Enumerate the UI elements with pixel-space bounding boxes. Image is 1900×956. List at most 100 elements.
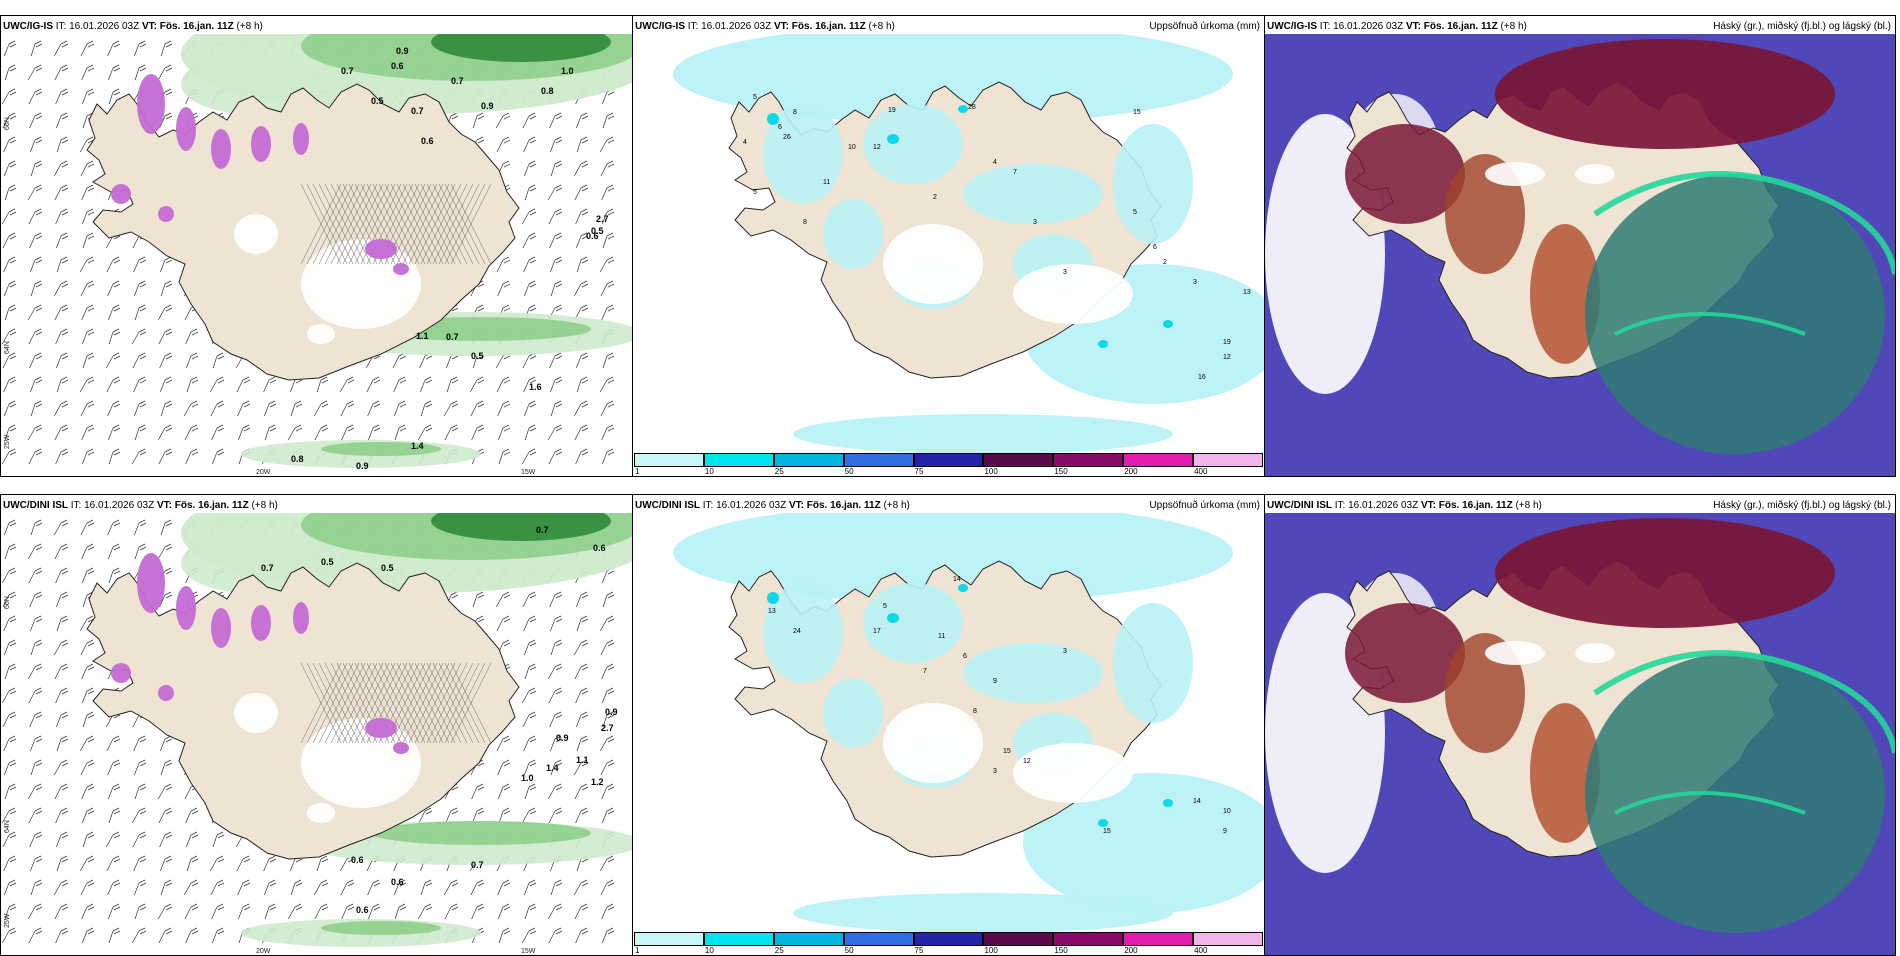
wind-barb <box>576 136 589 153</box>
wind-barb <box>56 136 69 153</box>
wind-barb <box>29 112 43 129</box>
precip-value-label: 12 <box>1223 354 1231 361</box>
wind-barb <box>523 735 537 752</box>
wind-barb <box>134 879 147 896</box>
precip-value-label: 15 <box>1103 828 1111 835</box>
wind-barb <box>574 663 589 680</box>
snow-value-label: 0.7 <box>446 332 459 342</box>
heavy-precip-area <box>1098 819 1108 827</box>
heavy-precip-area <box>767 592 779 604</box>
wind-barb <box>237 400 251 417</box>
wind-barb <box>55 807 69 824</box>
wind-barb <box>56 376 69 393</box>
precip-value-label: 8 <box>973 708 977 715</box>
colorbar-swatch <box>703 453 774 467</box>
wind-barb <box>238 903 251 920</box>
wind-barb <box>495 112 511 129</box>
wind-barb <box>549 232 563 249</box>
wind-barb <box>160 759 173 776</box>
precip-value-label: 15 <box>1003 748 1011 755</box>
wind-barb <box>81 184 95 201</box>
heavy-snow-area <box>293 123 309 155</box>
wind-barb <box>339 376 355 393</box>
wind-barb <box>54 903 69 920</box>
colorbar-swatch <box>634 932 704 946</box>
wind-barb <box>445 807 459 824</box>
hatch-line <box>348 183 390 265</box>
colorbar-tick-label: 400 <box>1194 467 1208 476</box>
wind-barb <box>600 280 615 297</box>
wind-barb <box>498 783 511 800</box>
wind-barb <box>108 567 121 584</box>
wind-barb <box>30 160 43 177</box>
wind-barb <box>160 400 173 417</box>
wind-barb <box>53 519 69 536</box>
wind-barb <box>523 256 537 273</box>
wind-barb <box>314 903 329 920</box>
hatch-line <box>426 183 468 265</box>
panel-ig-precip: UWC/IG-IS IT: 16.01.2026 03Z VT: Fös. 16… <box>632 15 1265 477</box>
wind-barb <box>4 663 17 680</box>
wind-barb <box>185 927 199 944</box>
high-cloud-area <box>1530 703 1600 843</box>
mid-cloud-area <box>1585 174 1885 454</box>
wind-barb <box>524 783 537 800</box>
colorbar-tick-label: 200 <box>1124 467 1138 476</box>
wind-barb <box>54 543 69 560</box>
wind-barb <box>53 280 69 297</box>
wind-barb <box>602 807 615 824</box>
precip-area <box>763 583 843 683</box>
wind-barb <box>340 400 355 417</box>
wind-barb <box>106 256 121 273</box>
hatch-line <box>312 183 354 265</box>
wind-barb <box>599 735 615 752</box>
panel-header: UWC/IG-IS IT: 16.01.2026 03Z VT: Fös. 16… <box>3 21 263 32</box>
precip-value-label: 9 <box>1223 828 1227 835</box>
heavy-snow-area <box>365 239 397 259</box>
wind-barb <box>160 519 173 536</box>
snow-free-area <box>234 214 278 254</box>
wind-barb <box>602 927 615 944</box>
wind-barb <box>524 400 537 417</box>
hatch-line <box>396 183 438 265</box>
wind-barb <box>524 759 537 776</box>
wind-barb <box>574 184 589 201</box>
wind-barb <box>472 112 485 129</box>
snow-value-label: 0.8 <box>541 86 554 96</box>
wind-barb <box>367 400 381 417</box>
wind-barb <box>550 136 563 153</box>
wind-barb <box>159 352 173 369</box>
colorbar-swatch <box>773 932 844 946</box>
wind-barb <box>368 903 381 920</box>
snow-value-label: 0.6 <box>391 877 404 887</box>
wind-barb <box>4 879 17 896</box>
wind-barb <box>28 687 43 704</box>
wind-barb <box>29 352 43 369</box>
hatch-line <box>306 662 348 744</box>
precip-area <box>823 199 883 269</box>
wind-barb <box>107 519 121 536</box>
wind-barb <box>56 352 69 369</box>
hatch-line <box>300 183 342 265</box>
wind-barb <box>472 591 485 608</box>
precip-value-label: 10 <box>1223 808 1231 815</box>
snow-map: 20W 15W 66N 64N 25W 0.7 0.6 0.5 0.7 0.5 0.9 1.1 1.4 1… <box>1 513 632 955</box>
wind-barb <box>524 663 537 680</box>
wind-barb <box>134 304 147 321</box>
wind-barb <box>548 807 563 824</box>
precip-area <box>673 513 1233 603</box>
wind-barb <box>56 256 69 273</box>
colorbar-tick-label: 75 <box>914 467 924 476</box>
wind-barb <box>601 783 615 800</box>
wind-barb <box>106 855 121 872</box>
wind-barb <box>54 783 69 800</box>
wind-barb <box>134 64 147 81</box>
wind-barb <box>4 543 17 560</box>
wind-barb <box>601 903 615 920</box>
wind-barb <box>108 64 121 81</box>
wind-barb <box>367 879 381 896</box>
wind-barb <box>79 735 95 752</box>
wind-barb <box>602 591 615 608</box>
wind-barb <box>547 424 563 441</box>
cloud-map <box>1265 513 1895 955</box>
